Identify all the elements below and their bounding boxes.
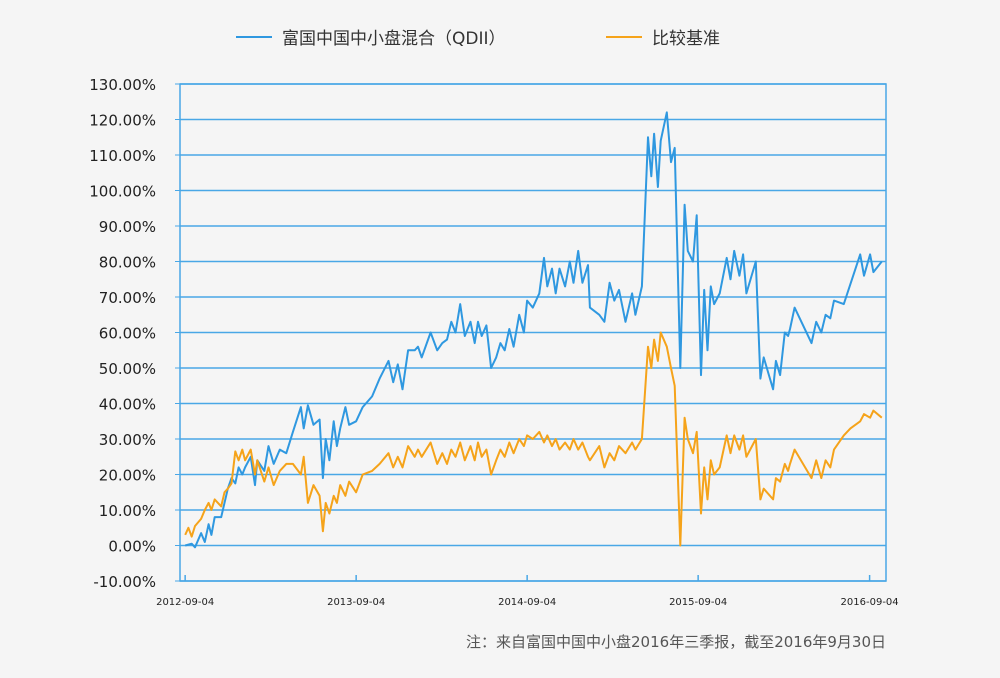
y-tick-label: -10.00% bbox=[93, 573, 156, 591]
y-tick-label: 60.00% bbox=[99, 325, 156, 343]
y-tick-label: 30.00% bbox=[99, 431, 156, 449]
legend-item-fund: 富国中国中小盘混合（QDII） bbox=[236, 24, 506, 49]
y-tick-label: 10.00% bbox=[99, 502, 156, 520]
legend: 富国中国中小盘混合（QDII） 比较基准 bbox=[0, 24, 1000, 50]
y-tick-label: 0.00% bbox=[108, 538, 156, 556]
x-tick-label: 2013-09-04 bbox=[327, 597, 385, 608]
footnote: 注：来自富国中国中小盘2016年三季报，截至2016年9月30日 bbox=[466, 633, 886, 651]
y-tick-label: 110.00% bbox=[89, 147, 156, 165]
series-line-benchmark bbox=[184, 331, 883, 547]
legend-swatch-benchmark bbox=[606, 35, 642, 38]
y-tick-label: 70.00% bbox=[99, 289, 156, 307]
x-tick-label: 2015-09-04 bbox=[669, 597, 727, 608]
y-tick-label: 40.00% bbox=[99, 396, 156, 414]
legend-label-fund: 富国中国中小盘混合（QDII） bbox=[282, 29, 506, 49]
legend-swatch-fund bbox=[236, 35, 272, 38]
x-tick-label: 2014-09-04 bbox=[498, 597, 556, 608]
y-tick-label: 50.00% bbox=[99, 360, 156, 378]
y-tick-label: 130.00% bbox=[89, 76, 156, 94]
x-tick-label: 2012-09-04 bbox=[156, 597, 214, 608]
legend-item-benchmark: 比较基准 bbox=[606, 24, 720, 49]
y-tick-label: 20.00% bbox=[99, 467, 156, 485]
x-tick-label: 2016-09-04 bbox=[841, 597, 899, 608]
y-tick-label: 80.00% bbox=[99, 254, 156, 272]
y-tick-label: 120.00% bbox=[89, 112, 156, 130]
legend-label-benchmark: 比较基准 bbox=[652, 29, 720, 49]
y-tick-label: 90.00% bbox=[99, 218, 156, 236]
plot-frame bbox=[179, 83, 887, 582]
y-tick-label: 100.00% bbox=[89, 183, 156, 201]
series-line-fund bbox=[184, 111, 883, 549]
